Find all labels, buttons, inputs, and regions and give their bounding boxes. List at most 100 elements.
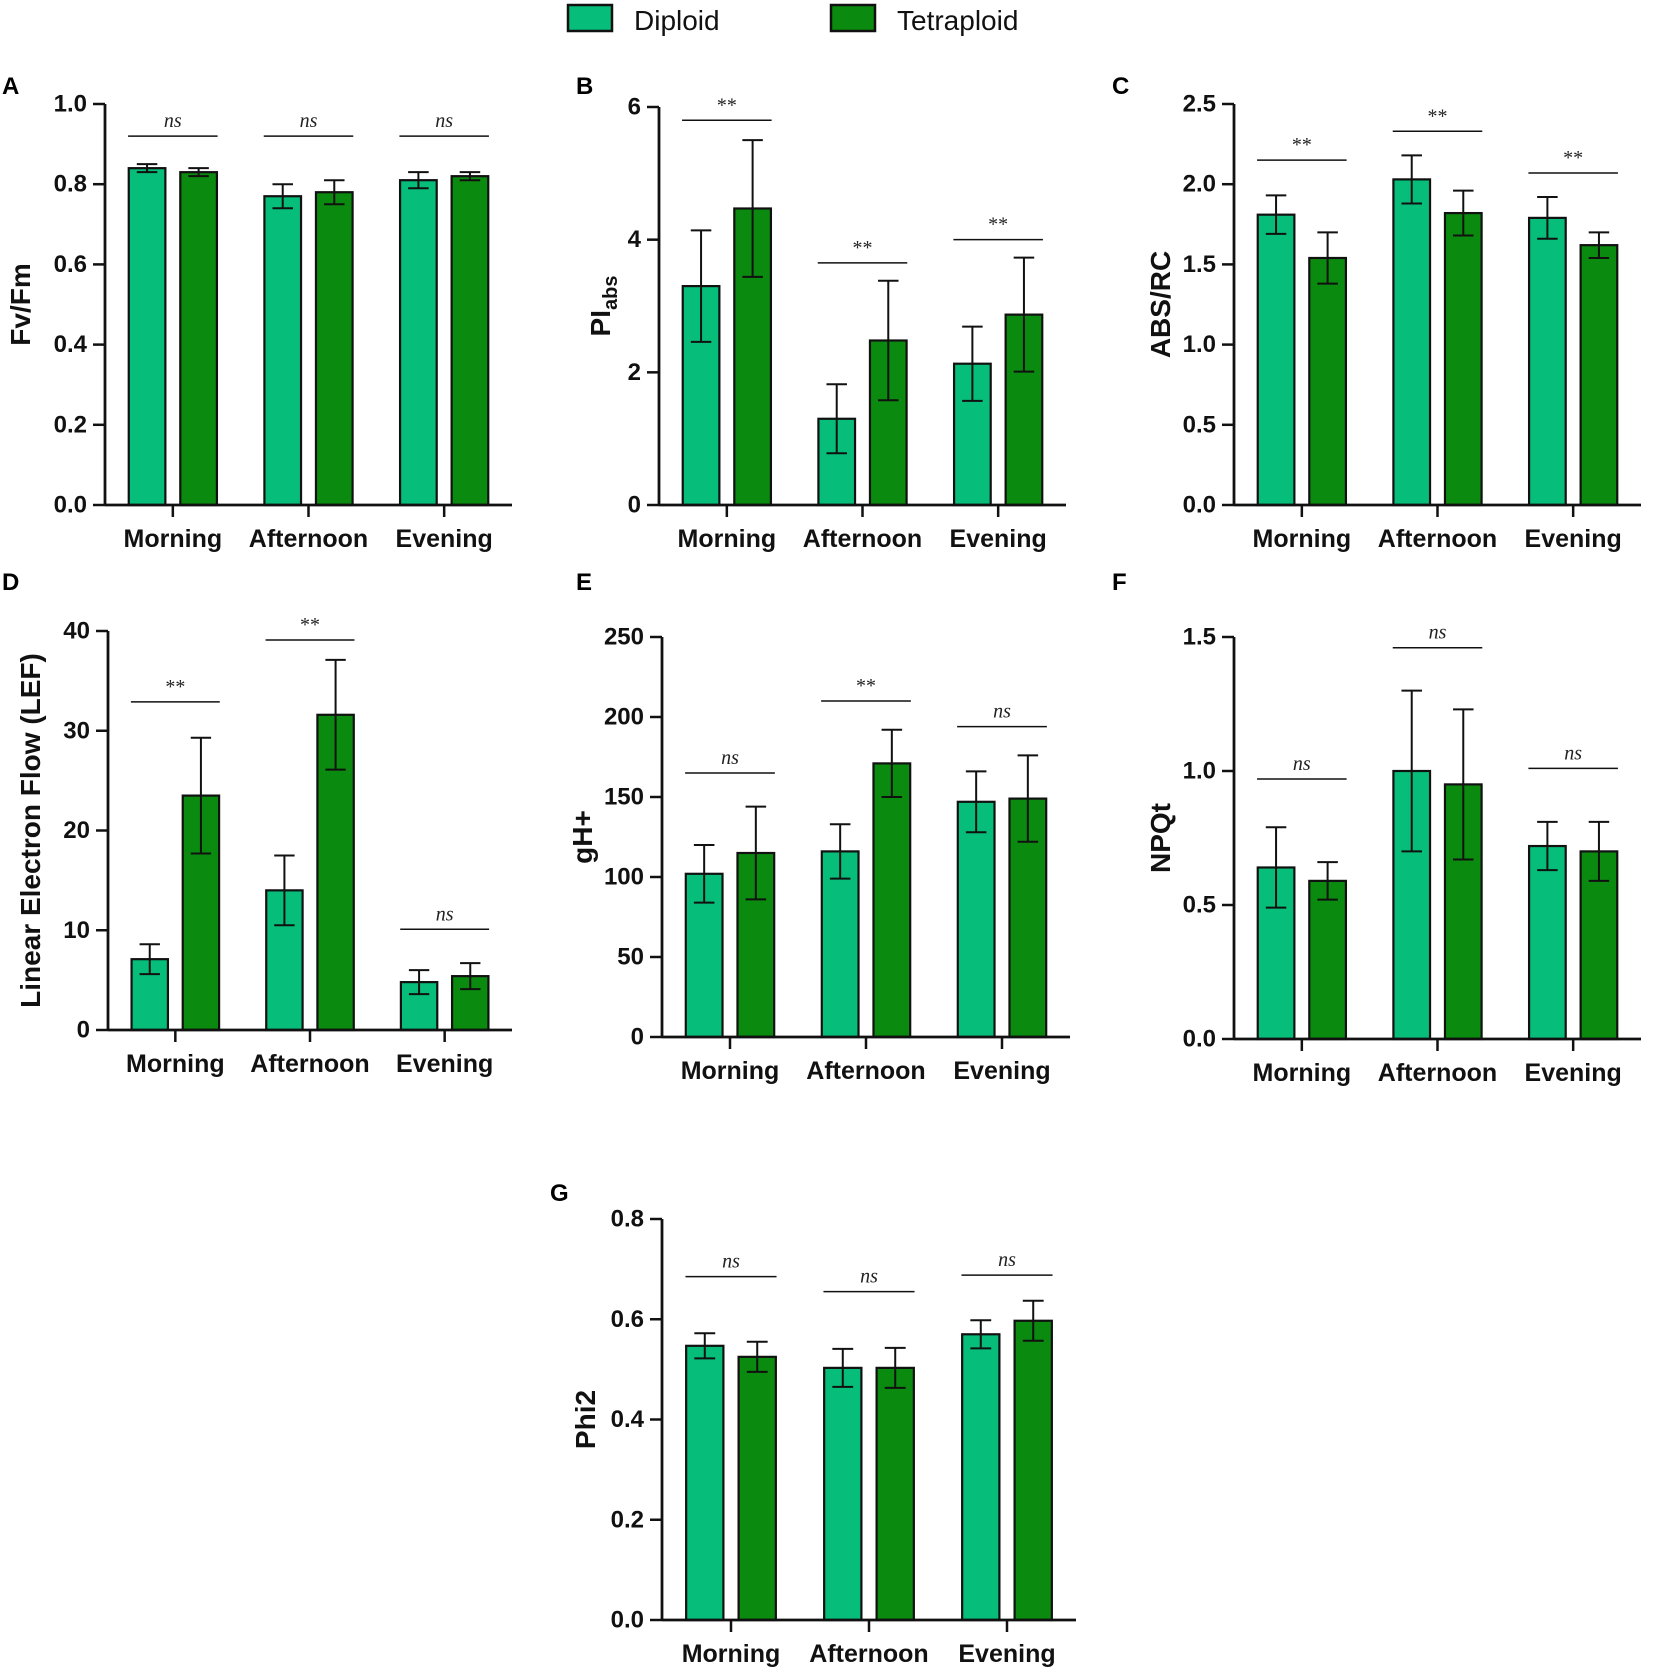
x-tick-label-d-morning: Morning bbox=[126, 1050, 225, 1078]
significance-label-a-afternoon: ns bbox=[300, 110, 318, 132]
significance-label-e-morning: ns bbox=[721, 747, 739, 769]
significance-label-e-afternoon: ** bbox=[856, 675, 876, 697]
panel-f: F NPQt ns Morning ns Afternoon ns Evening 0.0 0.5… bbox=[1112, 569, 1641, 1087]
bar-g-evening-diploid bbox=[961, 1333, 1001, 1622]
panel-c: C ABS/RC ** Morning ** Afternoon ** Evening 0.0 0… bbox=[1112, 73, 1641, 553]
panel-letter-a: A bbox=[2, 73, 19, 100]
bar-c-evening-diploid bbox=[1527, 216, 1567, 507]
y-tick-label-e-250: 250 bbox=[604, 624, 644, 651]
bar-g-evening-tetraploid bbox=[1013, 1319, 1053, 1622]
bar-f-evening-tetraploid bbox=[1579, 850, 1619, 1041]
x-tick-label-a-evening: Evening bbox=[396, 525, 493, 553]
y-tick-label-c-1: 1.0 bbox=[1183, 331, 1216, 358]
y-tick-label-e-200: 200 bbox=[604, 704, 644, 731]
bar-c-afternoon-diploid bbox=[1392, 178, 1432, 507]
x-tick-label-e-afternoon: Afternoon bbox=[806, 1057, 925, 1085]
bar-f-morning-tetraploid bbox=[1308, 879, 1348, 1041]
y-tick-label-f-1.5: 1.5 bbox=[1183, 624, 1216, 651]
bar-a-afternoon-diploid bbox=[263, 195, 303, 507]
y-tick-label-c-0: 0.0 bbox=[1183, 492, 1216, 519]
ylabel-text-c: ABS/RC bbox=[1145, 251, 1176, 358]
x-tick-label-f-morning: Morning bbox=[1253, 1059, 1352, 1087]
significance-label-g-evening: ns bbox=[998, 1249, 1016, 1271]
y-tick-label-d-30: 30 bbox=[63, 717, 90, 744]
bar-g-morning-tetraploid bbox=[737, 1355, 777, 1622]
bar-f-evening-diploid bbox=[1527, 844, 1567, 1041]
x-tick-label-c-evening: Evening bbox=[1525, 525, 1622, 553]
bar-a-evening-diploid bbox=[398, 179, 438, 507]
y-tick-label-a-0.4: 0.4 bbox=[54, 331, 88, 358]
bar-a-morning-diploid bbox=[127, 167, 167, 507]
legend-label-tetraploid: Tetraploid bbox=[897, 5, 1018, 36]
panel-a: A Fv/Fm ns Morning ns Afternoon ns Evening 0.0 0.… bbox=[2, 73, 512, 553]
y-tick-label-g-0.6: 0.6 bbox=[611, 1306, 644, 1333]
x-tick-label-e-evening: Evening bbox=[953, 1057, 1050, 1085]
bar-c-morning-tetraploid bbox=[1308, 256, 1348, 507]
y-tick-label-b-4: 4 bbox=[628, 226, 642, 253]
x-tick-label-c-morning: Morning bbox=[1253, 525, 1352, 553]
bar-g-afternoon-diploid bbox=[823, 1366, 863, 1622]
bar-e-afternoon-tetraploid bbox=[872, 762, 912, 1039]
y-tick-label-g-0: 0.0 bbox=[611, 1607, 644, 1634]
y-tick-label-e-150: 150 bbox=[604, 784, 644, 811]
legend-swatch-diploid bbox=[566, 3, 614, 33]
x-tick-label-a-morning: Morning bbox=[124, 525, 223, 553]
legend-label-diploid: Diploid bbox=[634, 5, 720, 36]
significance-label-e-evening: ns bbox=[993, 701, 1011, 723]
y-tick-label-b-2: 2 bbox=[628, 359, 641, 386]
significance-label-c-evening: ** bbox=[1563, 147, 1583, 169]
significance-label-a-evening: ns bbox=[435, 110, 453, 132]
ylabel-text-a: Fv/Fm bbox=[5, 263, 36, 345]
panel-letter-d: D bbox=[2, 569, 19, 596]
legend-swatch-tetraploid bbox=[829, 3, 877, 33]
ylabel-text-g: Phi2 bbox=[570, 1390, 601, 1449]
y-tick-label-b-0: 0 bbox=[628, 492, 641, 519]
y-tick-label-f-1: 1.0 bbox=[1183, 758, 1216, 785]
panel-d: D Linear Electron Flow (LEF) ** Morning ** Af… bbox=[2, 569, 512, 1078]
x-tick-label-g-evening: Evening bbox=[958, 1640, 1055, 1668]
panel-letter-c: C bbox=[1112, 73, 1129, 100]
x-tick-label-d-afternoon: Afternoon bbox=[250, 1050, 369, 1078]
y-tick-label-e-0: 0 bbox=[631, 1024, 644, 1051]
y-tick-label-a-1: 1.0 bbox=[54, 91, 87, 118]
y-tick-label-c-2.5: 2.5 bbox=[1183, 91, 1216, 118]
significance-label-c-morning: ** bbox=[1292, 134, 1312, 156]
bar-e-evening-diploid bbox=[956, 800, 996, 1039]
bar-c-evening-tetraploid bbox=[1579, 244, 1619, 507]
significance-label-b-evening: ** bbox=[988, 214, 1008, 236]
x-tick-label-b-afternoon: Afternoon bbox=[803, 525, 922, 553]
x-tick-label-e-morning: Morning bbox=[681, 1057, 780, 1085]
panels: A Fv/Fm ns Morning ns Afternoon ns Evening 0.0 0.… bbox=[2, 73, 1641, 1668]
y-tick-label-g-0.8: 0.8 bbox=[611, 1206, 644, 1233]
ylabel-b: PIabs bbox=[585, 276, 623, 337]
x-tick-label-a-afternoon: Afternoon bbox=[249, 525, 368, 553]
y-tick-label-f-0: 0.0 bbox=[1183, 1026, 1216, 1053]
x-tick-label-b-evening: Evening bbox=[950, 525, 1047, 553]
x-tick-label-g-morning: Morning bbox=[682, 1640, 781, 1668]
significance-label-d-evening: ns bbox=[436, 903, 454, 925]
y-tick-label-d-10: 10 bbox=[63, 917, 90, 944]
y-tick-label-c-1.5: 1.5 bbox=[1183, 251, 1216, 278]
y-tick-label-a-0: 0.0 bbox=[54, 492, 87, 519]
x-tick-label-g-afternoon: Afternoon bbox=[809, 1640, 928, 1668]
panel-b: B PIabs ** Morning ** Afternoon ** Evening 0 2 4 6 bbox=[576, 73, 1066, 553]
y-tick-label-d-20: 20 bbox=[63, 817, 90, 844]
ylabel-g: Phi2 bbox=[570, 1390, 601, 1449]
y-tick-label-d-0: 0 bbox=[77, 1017, 90, 1044]
ylabel-d: Linear Electron Flow (LEF) bbox=[15, 653, 46, 1008]
panel-g: G Phi2 ns Morning ns Afternoon ns Evening 0.0 0.2… bbox=[550, 1180, 1076, 1668]
bar-a-morning-tetraploid bbox=[179, 171, 219, 507]
x-tick-label-f-evening: Evening bbox=[1525, 1059, 1622, 1087]
panel-letter-e: E bbox=[576, 569, 592, 596]
significance-label-b-morning: ** bbox=[717, 94, 737, 116]
y-tick-label-b-6: 6 bbox=[628, 94, 641, 121]
panel-letter-g: G bbox=[550, 1180, 569, 1207]
y-tick-label-g-0.2: 0.2 bbox=[611, 1506, 644, 1533]
panel-e: EgH+ ns Morning ** Afternoon ns Evening 0 50 100 1… bbox=[567, 569, 1070, 1085]
bar-g-afternoon-tetraploid bbox=[875, 1366, 915, 1622]
x-tick-label-b-morning: Morning bbox=[678, 525, 777, 553]
significance-label-f-afternoon: ns bbox=[1429, 622, 1447, 644]
x-tick-label-d-evening: Evening bbox=[396, 1050, 493, 1078]
ylabel-e: gH+ bbox=[567, 810, 598, 864]
ylabel-text-e: gH+ bbox=[567, 810, 598, 864]
